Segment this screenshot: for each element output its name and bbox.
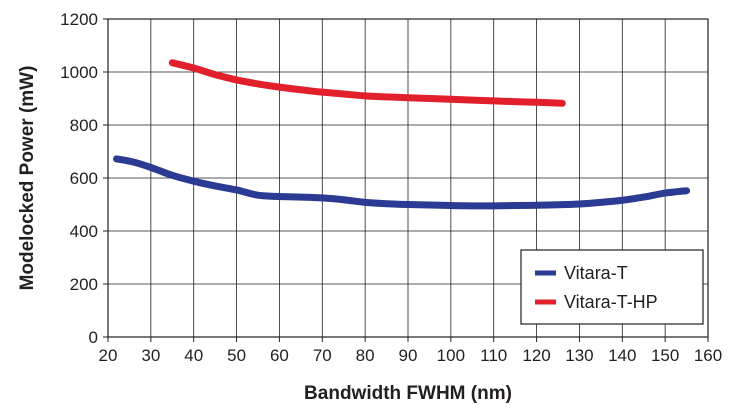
x-tick-label: 50 — [227, 346, 246, 365]
x-axis-title: Bandwidth FWHM (nm) — [304, 383, 512, 404]
y-axis-title: Modelocked Power (mW) — [17, 66, 38, 291]
y-tick-label: 800 — [70, 116, 98, 135]
legend: Vitara-T Vitara-T-HP — [520, 249, 704, 325]
x-tick-label: 90 — [399, 346, 418, 365]
x-tick-label: 80 — [356, 346, 375, 365]
x-tick-label: 150 — [651, 346, 679, 365]
legend-label-vitara-t-hp: Vitara-T-HP — [564, 292, 658, 312]
x-tick-label: 100 — [437, 346, 465, 365]
series-line-vitara-t — [113, 155, 691, 210]
x-tick-label: 160 — [694, 346, 722, 365]
series-line-vitara-t-hp — [168, 59, 566, 107]
y-tick-label: 1200 — [60, 10, 98, 29]
series-lines — [113, 59, 691, 210]
y-tick-label: 0 — [89, 328, 98, 347]
legend-box — [520, 249, 704, 325]
x-tick-label: 30 — [141, 346, 160, 365]
x-tick-label: 70 — [313, 346, 332, 365]
y-tick-label: 400 — [70, 222, 98, 241]
legend-label-vitara-t: Vitara-T — [564, 263, 628, 283]
y-tick-label: 600 — [70, 169, 98, 188]
x-tick-label: 110 — [480, 346, 507, 365]
axis-ticks: 20 30 40 50 60 70 80 90 100 110 120 130 140 150 160 0 20… — [60, 10, 722, 365]
y-tick-label: 200 — [70, 275, 98, 294]
x-tick-label: 120 — [522, 346, 550, 365]
x-tick-label: 20 — [99, 346, 118, 365]
x-tick-label: 60 — [270, 346, 289, 365]
y-tick-label: 1000 — [60, 63, 98, 82]
x-tick-label: 130 — [565, 346, 593, 365]
x-tick-label: 40 — [184, 346, 203, 365]
x-tick-label: 140 — [608, 346, 636, 365]
